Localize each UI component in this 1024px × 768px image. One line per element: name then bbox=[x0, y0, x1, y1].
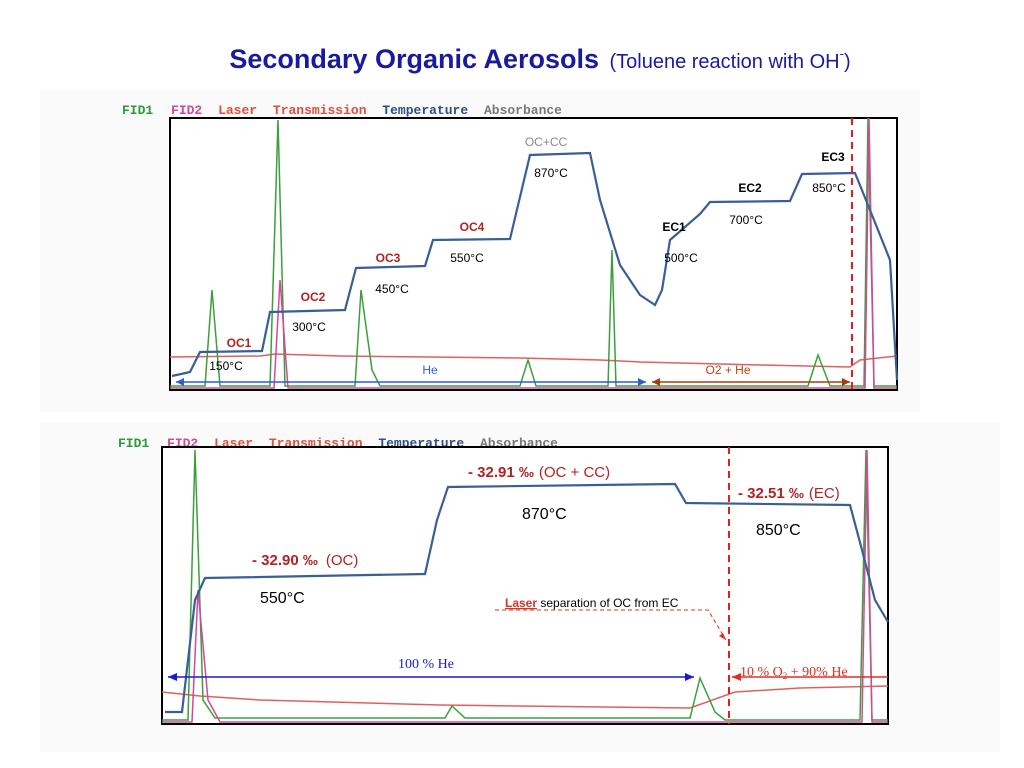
laser-word: Laser bbox=[505, 596, 537, 610]
legend-item: FID2 bbox=[171, 103, 202, 118]
temperature-trace bbox=[171, 151, 899, 381]
legend-item: Laser bbox=[218, 103, 257, 118]
step-name: OC+CC bbox=[525, 135, 568, 149]
step-temp: 870°C bbox=[534, 166, 568, 180]
laser-note: Laser separation of OC from EC bbox=[505, 596, 679, 610]
arrowheads bbox=[732, 673, 741, 681]
fraction: (EC) bbox=[809, 485, 840, 502]
title-close: ) bbox=[844, 51, 851, 73]
step-name: EC2 bbox=[738, 181, 762, 195]
fid1-trace bbox=[162, 449, 888, 721]
plot-frame bbox=[161, 446, 889, 725]
step-labels: OC1 150°C OC2 300°C OC3 450°C OC4 550°C … bbox=[209, 135, 846, 373]
step-name: OC4 bbox=[460, 220, 485, 234]
step-name: OC3 bbox=[376, 251, 401, 265]
carrier: 100 % He bbox=[398, 657, 454, 672]
title: Secondary Organic Aerosols (Toluene reac… bbox=[229, 44, 850, 74]
pointer-head bbox=[719, 633, 726, 640]
legend-item: Temperature bbox=[382, 103, 468, 118]
step-temp: 450°C bbox=[375, 282, 409, 296]
legend-item: FID1 bbox=[118, 436, 149, 451]
fid2-trace bbox=[162, 449, 888, 723]
temp: 870°C bbox=[522, 506, 567, 523]
result: - 32.51 ‰ (EC) bbox=[738, 485, 840, 502]
temp: 850°C bbox=[756, 522, 801, 539]
step-name: EC3 bbox=[821, 150, 845, 164]
step-temp: 500°C bbox=[664, 251, 698, 265]
carrier: O2 + He bbox=[705, 363, 750, 377]
fid1-trace bbox=[170, 117, 897, 387]
carrier: He bbox=[422, 363, 438, 377]
legend-item: FID1 bbox=[122, 103, 153, 118]
temperature-trace bbox=[165, 482, 889, 714]
fraction: (OC) bbox=[326, 552, 359, 569]
fid2-trace bbox=[170, 117, 897, 389]
plot-frame bbox=[169, 117, 898, 391]
legend-item: Transmission bbox=[273, 103, 367, 118]
step-temp: 700°C bbox=[729, 213, 763, 227]
step-name: OC2 bbox=[301, 290, 326, 304]
step-temp: 850°C bbox=[812, 181, 846, 195]
title-sup: - bbox=[840, 46, 844, 61]
delta: - 32.51 ‰ bbox=[738, 485, 804, 502]
legend-item: Absorbance bbox=[484, 103, 562, 118]
step-temp: 550°C bbox=[450, 251, 484, 265]
pointer bbox=[495, 609, 727, 641]
laser-rest: separation of OC from EC bbox=[537, 596, 679, 610]
laser-trace bbox=[161, 685, 889, 709]
laser-trace bbox=[169, 353, 898, 368]
step-temp: 150°C bbox=[209, 359, 243, 373]
step-name: EC1 bbox=[662, 220, 686, 234]
carrier-sub: 2 bbox=[783, 671, 788, 681]
temp: 550°C bbox=[260, 590, 305, 607]
delta: - 32.90 ‰ bbox=[252, 552, 318, 569]
legend: FID1 FID2 Laser Transmission Temperature… bbox=[122, 103, 562, 118]
fraction: (OC + CC) bbox=[539, 464, 610, 481]
delta: - 32.91 ‰ bbox=[468, 464, 534, 481]
carrier-a: 10 % O bbox=[740, 665, 783, 680]
result: - 32.90 ‰ (OC) bbox=[252, 552, 358, 569]
carrier: 10 % O2 + 90% He bbox=[740, 665, 848, 681]
carrier-b: + 90% He bbox=[787, 665, 847, 680]
title-main: Secondary Organic Aerosols bbox=[229, 44, 599, 74]
step-temp: 300°C bbox=[292, 320, 326, 334]
result: - 32.91 ‰ (OC + CC) bbox=[468, 464, 610, 481]
title-sub: (Toluene reaction with OH bbox=[609, 51, 839, 73]
step-name: OC1 bbox=[227, 336, 252, 350]
